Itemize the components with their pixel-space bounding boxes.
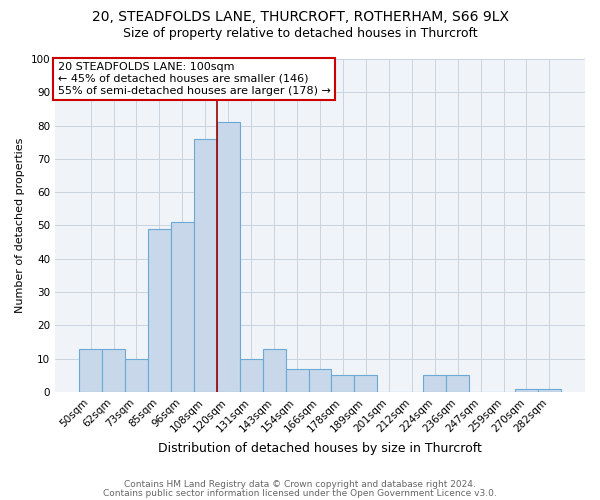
- Bar: [148, 229, 171, 392]
- Bar: [515, 388, 538, 392]
- Bar: [538, 388, 561, 392]
- Bar: [355, 376, 377, 392]
- Bar: [125, 358, 148, 392]
- Text: Contains HM Land Registry data © Crown copyright and database right 2024.: Contains HM Land Registry data © Crown c…: [124, 480, 476, 489]
- Bar: [308, 368, 331, 392]
- Bar: [217, 122, 240, 392]
- Bar: [171, 222, 194, 392]
- Text: 20, STEADFOLDS LANE, THURCROFT, ROTHERHAM, S66 9LX: 20, STEADFOLDS LANE, THURCROFT, ROTHERHA…: [91, 10, 509, 24]
- Text: 20 STEADFOLDS LANE: 100sqm
← 45% of detached houses are smaller (146)
55% of sem: 20 STEADFOLDS LANE: 100sqm ← 45% of deta…: [58, 62, 331, 96]
- Bar: [423, 376, 446, 392]
- Bar: [331, 376, 355, 392]
- Text: Contains public sector information licensed under the Open Government Licence v3: Contains public sector information licen…: [103, 488, 497, 498]
- Bar: [286, 368, 308, 392]
- Y-axis label: Number of detached properties: Number of detached properties: [15, 138, 25, 313]
- Bar: [240, 358, 263, 392]
- Bar: [79, 348, 102, 392]
- X-axis label: Distribution of detached houses by size in Thurcroft: Distribution of detached houses by size …: [158, 442, 482, 455]
- Text: Size of property relative to detached houses in Thurcroft: Size of property relative to detached ho…: [122, 28, 478, 40]
- Bar: [263, 348, 286, 392]
- Bar: [446, 376, 469, 392]
- Bar: [102, 348, 125, 392]
- Bar: [194, 139, 217, 392]
